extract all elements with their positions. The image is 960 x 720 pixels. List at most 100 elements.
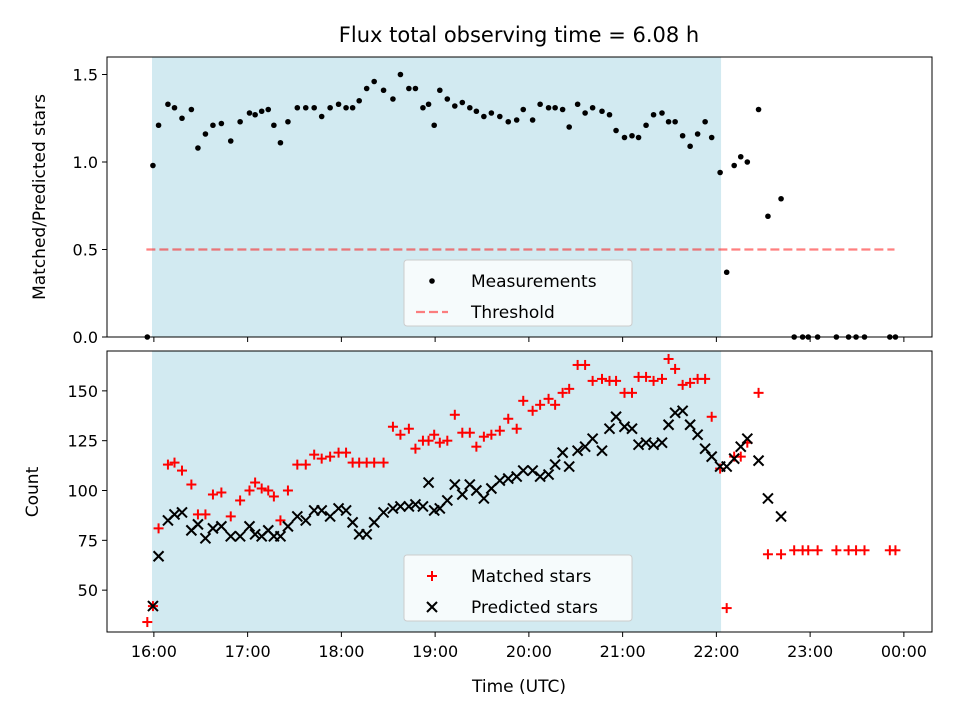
top-y-axis-label: Matched/Predicted stars: [30, 94, 50, 300]
predicted-star-point-b: [556, 446, 569, 459]
predicted-star-point: [215, 520, 228, 533]
predicted-star-point: [502, 472, 514, 485]
measurement-point: [210, 122, 216, 129]
measurement-point: [629, 132, 635, 139]
predicted-star-point: [478, 492, 490, 505]
matched-star-point: [494, 425, 505, 436]
predicted-star-point: [526, 464, 539, 477]
matched-star-point: [550, 399, 561, 410]
measurement-point: [397, 71, 404, 78]
predicted-star-point-b: [494, 474, 506, 487]
bottom-y-tick-label: 125: [67, 432, 98, 451]
measurement-point: [582, 110, 588, 116]
measurement-point: [679, 132, 686, 139]
measurement-point: [218, 120, 225, 127]
predicted-star-point-b: [152, 550, 165, 562]
predicted-star-point: [192, 518, 204, 531]
matched-star-point: [587, 375, 598, 386]
matched-star-point: [153, 523, 164, 534]
measurement-point: [271, 122, 277, 129]
predicted-star-point-b: [456, 488, 469, 501]
measurement-point: [437, 87, 443, 94]
predicted-star-point-b: [441, 494, 454, 507]
matched-star-point: [762, 549, 773, 560]
measurement-point: [150, 162, 156, 169]
measurement-point: [694, 131, 701, 137]
predicted-star-point-b: [262, 524, 274, 537]
predicted-star-point-b: [243, 520, 256, 533]
bottom-panel: 50 75 100 125 150 16:00 17:00 18:00 19:00 20:00 21…: [67, 350, 933, 661]
x-tick-label: 00:00: [881, 642, 927, 661]
predicted-star-point-b: [662, 419, 675, 431]
predicted-star-point: [417, 500, 429, 513]
measurement-point: [529, 117, 536, 123]
top-panel: 0.0 0.5 1.0 1.5 Measurements Threshold: [73, 56, 933, 347]
predicted-star-point: [684, 419, 696, 431]
predicted-star-point-b: [517, 464, 529, 477]
matched-star-point: [471, 441, 482, 452]
predicted-star-point: [542, 468, 555, 481]
x-tick-label: 19:00: [412, 642, 458, 661]
matched-star-point: [627, 387, 637, 398]
matched-star-point: [282, 485, 293, 496]
top-y-tick-label: 1.0: [73, 153, 98, 172]
measurement-point: [467, 104, 473, 111]
matched-star-point: [177, 465, 187, 476]
x-tick-label: 23:00: [787, 642, 833, 661]
predicted-star-point: [147, 600, 159, 612]
predicted-star-point: [676, 405, 689, 417]
predicted-star-point: [728, 452, 740, 465]
predicted-star-point-b: [300, 514, 312, 527]
predicted-star-point-b: [368, 516, 380, 529]
predicted-star-point: [741, 432, 754, 445]
matched-star-point: [706, 411, 717, 422]
bottom-axes-frame: [106, 350, 933, 633]
predicted-star-point: [656, 436, 668, 449]
bottom-y-axis-label: Count: [23, 466, 43, 517]
measurement-point: [778, 195, 784, 202]
measurement-point: [452, 103, 458, 109]
predicted-star-point: [571, 444, 584, 457]
measurement-point: [559, 106, 566, 113]
measurement-point: [473, 108, 480, 115]
measurement-point: [552, 104, 558, 111]
matched-star-point: [859, 545, 870, 556]
measurement-point: [687, 143, 693, 150]
measurement-point: [650, 111, 657, 118]
measurement-point: [665, 118, 672, 125]
x-tick-label: 18:00: [318, 642, 364, 661]
predicted-star-point: [556, 446, 569, 459]
predicted-star-point-b: [168, 508, 181, 521]
matched-star-point: [369, 457, 380, 468]
predicted-star-point-b: [684, 419, 696, 431]
matched-star-point: [464, 427, 475, 438]
predicted-star-point-b: [464, 478, 476, 491]
matched-star-point: [641, 371, 652, 382]
predicted-star-point: [775, 510, 787, 523]
predicted-star-point-b: [176, 506, 188, 519]
measurement-point: [566, 124, 572, 130]
predicted-star-point-b: [387, 502, 399, 515]
matched-star-point: [216, 487, 227, 498]
matched-star-point: [200, 509, 211, 520]
measurement-point: [390, 96, 396, 102]
predicted-star-point-b: [249, 528, 261, 541]
matched-star-point: [186, 479, 197, 490]
predicted-star-point: [176, 506, 188, 519]
predicted-star-point-b: [656, 436, 668, 449]
predicted-star-point-b: [676, 405, 689, 417]
measurement-point: [737, 153, 744, 160]
legend-predicted-marker: [426, 601, 438, 613]
measurement-point: [420, 104, 426, 111]
matched-star-point: [162, 459, 173, 470]
predicted-star-point: [403, 500, 415, 513]
measurement-point: [717, 169, 723, 176]
predicted-star-point-b: [728, 452, 740, 465]
predicted-star-point-b: [291, 510, 304, 523]
matched-star-point: [564, 383, 575, 394]
predicted-star-point-b: [215, 520, 228, 533]
measurement-point: [195, 145, 201, 151]
predicted-star-point: [315, 504, 328, 517]
predicted-star-point-b: [603, 423, 616, 435]
predicted-star-point: [207, 522, 219, 535]
